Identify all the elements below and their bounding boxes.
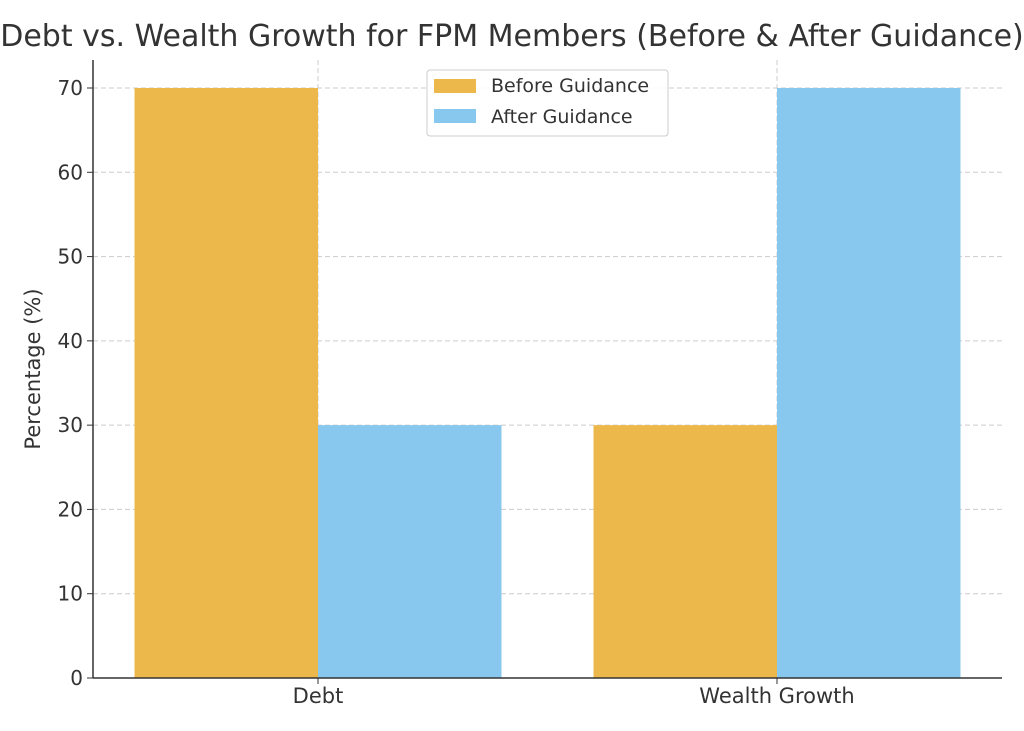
y-tick-label: 30: [58, 413, 83, 437]
bar-after-wealth-growth: [777, 88, 961, 678]
legend-label-before: Before Guidance: [491, 75, 649, 97]
legend-label-after: After Guidance: [491, 106, 633, 128]
y-tick-label: 60: [58, 160, 83, 184]
bar-after-debt: [318, 425, 502, 678]
y-tick-label: 50: [58, 245, 83, 269]
bars: [134, 88, 961, 678]
legend-swatch-before: [434, 79, 476, 93]
bar-before-debt: [134, 88, 318, 678]
x-tick-label: Debt: [293, 684, 344, 708]
chart-title: Debt vs. Wealth Growth for FPM Members (…: [0, 19, 1024, 54]
y-tick-label: 0: [70, 666, 83, 690]
x-tick-label: Wealth Growth: [699, 684, 854, 708]
y-tick-label: 40: [58, 329, 83, 353]
legend-swatch-after: [434, 109, 476, 123]
axes: 0 10 20 30 40 50 60 70 Debt Wealth Growth: [58, 60, 1002, 708]
legend-box: [426, 69, 669, 137]
y-tick-label: 70: [58, 76, 83, 100]
y-tick-label: 20: [58, 497, 83, 521]
y-tick-label: 10: [58, 582, 83, 606]
y-axis-label: Percentage (%): [21, 288, 45, 449]
legend: Before Guidance After Guidance: [426, 69, 669, 137]
bar-before-wealth-growth: [593, 425, 777, 678]
